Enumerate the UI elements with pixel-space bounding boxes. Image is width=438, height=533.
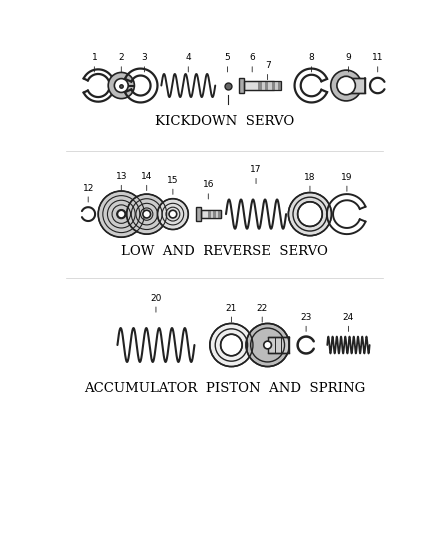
Bar [268,336,289,353]
Bar [275,82,278,90]
Bar [239,78,244,93]
Text: ACCUMULATOR  PISTON  AND  SPRING: ACCUMULATOR PISTON AND SPRING [84,382,365,394]
Text: 6: 6 [249,53,255,62]
Text: 23: 23 [300,313,312,322]
Bar [268,82,272,90]
Circle shape [298,202,322,227]
Circle shape [264,341,272,349]
Text: 22: 22 [257,304,268,313]
Text: LOW  AND  REVERSE  SERVO: LOW AND REVERSE SERVO [121,245,328,257]
Circle shape [246,324,289,367]
Text: 8: 8 [309,53,314,62]
Bar [244,82,274,90]
Text: 12: 12 [82,183,94,192]
Text: 21: 21 [226,304,237,313]
Text: 11: 11 [372,53,383,62]
Bar [346,78,365,93]
Text: 16: 16 [202,181,214,189]
Circle shape [288,192,332,236]
Bar [218,210,221,218]
Text: 14: 14 [141,172,152,181]
Circle shape [337,76,355,95]
Circle shape [210,324,253,367]
Text: 13: 13 [116,172,127,181]
Circle shape [169,210,177,218]
Text: 19: 19 [341,173,353,182]
Text: 7: 7 [265,61,271,70]
Text: 4: 4 [185,53,191,62]
Bar [278,82,282,90]
Text: 9: 9 [346,53,351,62]
Circle shape [117,210,125,218]
Text: KICKDOWN  SERVO: KICKDOWN SERVO [155,115,294,128]
Bar [258,82,261,90]
Bar [272,82,275,90]
Circle shape [127,194,167,234]
Text: 2: 2 [119,53,124,62]
Bar [201,210,221,218]
Circle shape [114,78,128,92]
Circle shape [331,70,361,101]
Bar [265,82,268,90]
Circle shape [158,199,188,230]
Bar [213,210,215,218]
Bar [244,82,282,90]
Text: 17: 17 [250,165,262,174]
Bar [261,82,265,90]
Text: 1: 1 [92,53,97,62]
Bar [215,210,218,218]
Circle shape [221,334,242,356]
Bar [201,210,221,218]
Text: 15: 15 [167,176,179,185]
Bar [196,207,201,221]
Text: 3: 3 [141,53,147,62]
Circle shape [98,191,145,237]
Bar [208,210,211,218]
Text: 18: 18 [304,173,316,182]
Bar [211,210,213,218]
Circle shape [143,210,151,218]
Text: 20: 20 [150,294,162,303]
Circle shape [108,72,134,99]
Text: 24: 24 [343,313,354,322]
Text: 5: 5 [225,53,230,62]
